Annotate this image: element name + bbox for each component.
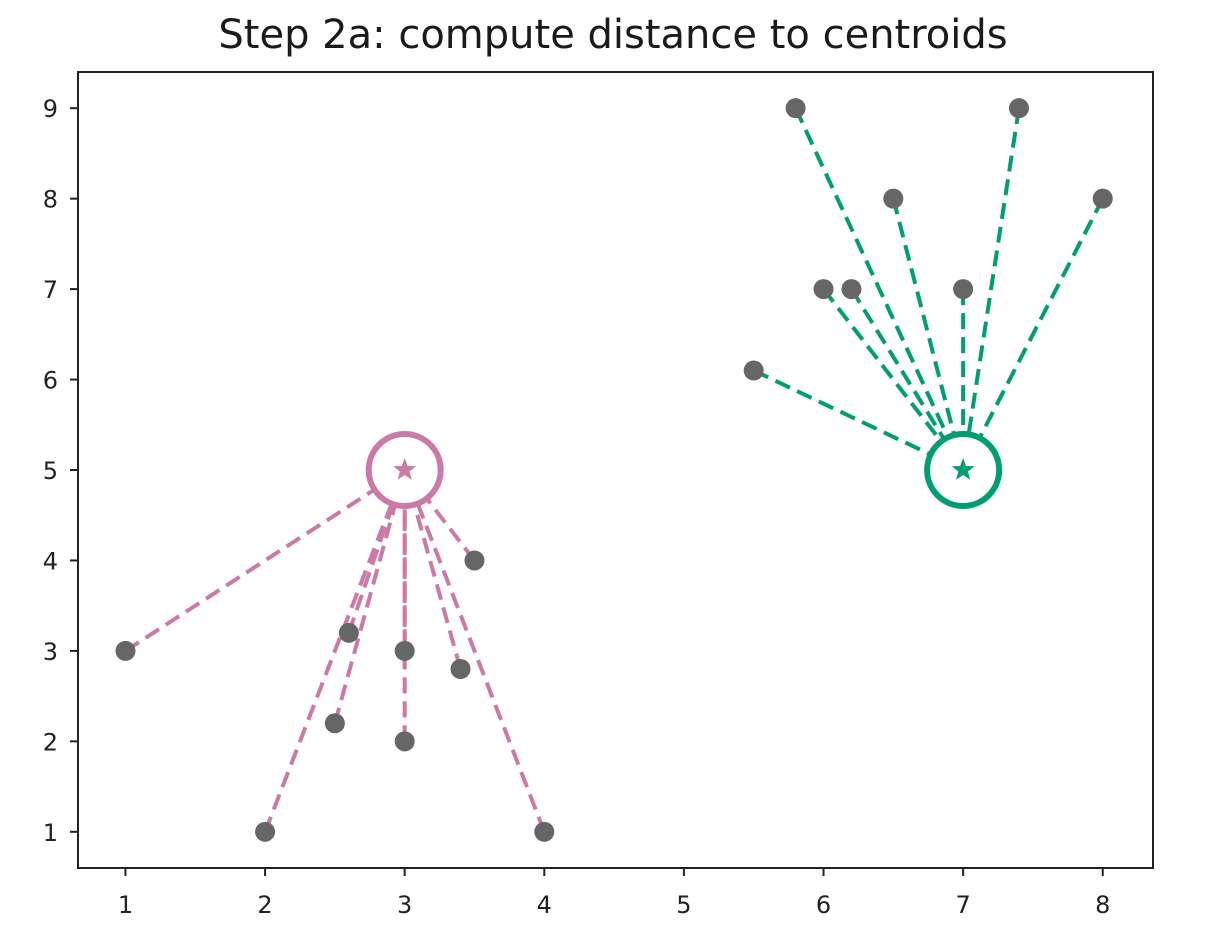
distance-line bbox=[793, 107, 965, 471]
chart-title: Step 2a: compute distance to centroids bbox=[218, 12, 1008, 58]
data-point bbox=[743, 360, 764, 381]
x-tick-label: 1 bbox=[118, 891, 133, 919]
y-tick-label: 2 bbox=[43, 728, 58, 756]
centroid-star-icon bbox=[393, 458, 417, 480]
distance-line bbox=[124, 468, 406, 653]
y-tick-label: 9 bbox=[43, 95, 58, 123]
data-point bbox=[450, 659, 471, 679]
y-tick-label: 8 bbox=[43, 186, 58, 214]
data-point bbox=[1092, 188, 1113, 209]
distance-line bbox=[891, 198, 966, 471]
x-tick-label: 2 bbox=[257, 891, 272, 919]
y-tick-label: 5 bbox=[43, 457, 58, 485]
x-tick-label: 7 bbox=[955, 891, 970, 919]
data-point bbox=[338, 622, 359, 643]
x-tick-label: 6 bbox=[816, 891, 831, 919]
y-tick-label: 1 bbox=[43, 819, 58, 847]
data-point bbox=[115, 640, 136, 661]
data-point bbox=[394, 731, 415, 752]
y-axis-ticks: 1 2 3 4 5 6 7 8 9 bbox=[43, 95, 78, 847]
data-points-layer bbox=[115, 98, 1113, 842]
y-tick-label: 6 bbox=[43, 367, 58, 395]
y-tick-label: 4 bbox=[43, 547, 58, 575]
y-tick-label: 7 bbox=[43, 276, 58, 304]
distance-line bbox=[961, 107, 1021, 471]
distance-line bbox=[402, 469, 547, 833]
distance-line bbox=[821, 287, 965, 472]
data-point bbox=[953, 279, 974, 300]
distance-line bbox=[403, 468, 477, 562]
data-point bbox=[394, 640, 415, 661]
centroid-star-icon bbox=[951, 458, 975, 480]
data-point bbox=[534, 821, 555, 842]
x-tick-label: 8 bbox=[1095, 891, 1110, 919]
x-tick-label: 5 bbox=[676, 891, 691, 919]
y-tick-label: 3 bbox=[43, 638, 58, 666]
x-tick-label: 4 bbox=[537, 891, 552, 919]
distance-line bbox=[263, 469, 407, 833]
data-point bbox=[841, 279, 862, 300]
centroids-layer bbox=[365, 431, 1003, 509]
distance-line bbox=[332, 469, 407, 724]
data-point bbox=[324, 713, 345, 734]
data-point bbox=[255, 821, 276, 842]
x-tick-label: 3 bbox=[397, 891, 412, 919]
data-point bbox=[813, 279, 834, 300]
distance-line bbox=[346, 469, 407, 634]
data-point bbox=[1008, 98, 1029, 119]
data-point bbox=[464, 550, 485, 571]
data-point bbox=[883, 188, 904, 209]
distance-line bbox=[961, 197, 1105, 471]
x-axis-ticks: 1 2 3 4 5 6 7 8 bbox=[118, 868, 1110, 919]
data-point bbox=[785, 98, 806, 119]
